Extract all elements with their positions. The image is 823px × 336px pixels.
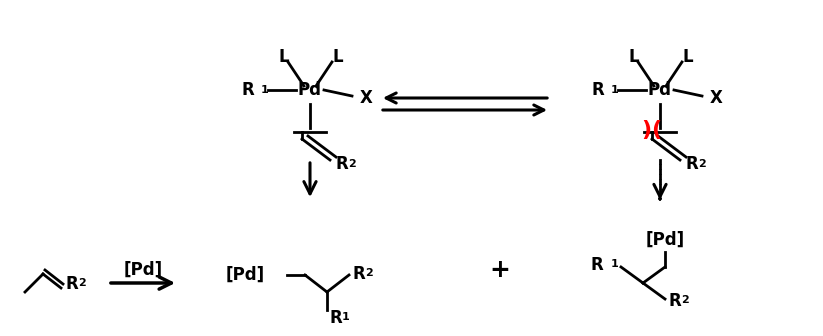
Text: R: R (590, 256, 603, 274)
Text: X: X (360, 89, 373, 107)
Text: L: L (683, 48, 693, 66)
Text: L: L (629, 48, 639, 66)
Text: 2: 2 (365, 268, 373, 278)
Text: Pd: Pd (648, 81, 672, 99)
Text: 2: 2 (78, 278, 86, 288)
Text: 1: 1 (342, 312, 350, 322)
Text: L: L (279, 48, 290, 66)
Text: ): ) (641, 120, 651, 140)
Text: 1: 1 (261, 85, 269, 95)
Text: L: L (332, 48, 343, 66)
Text: R: R (241, 81, 254, 99)
Text: R: R (336, 155, 349, 173)
Text: (: ( (651, 120, 661, 140)
Text: R: R (686, 155, 699, 173)
Text: [Pd]: [Pd] (123, 261, 163, 279)
Text: R: R (591, 81, 604, 99)
Text: +: + (490, 258, 510, 282)
Text: 1: 1 (611, 85, 619, 95)
Text: R: R (66, 275, 79, 293)
Text: R: R (669, 292, 681, 310)
Text: [Pd]: [Pd] (645, 231, 685, 249)
Text: R: R (353, 265, 365, 283)
Text: 1: 1 (611, 259, 619, 269)
Text: X: X (710, 89, 723, 107)
Text: [Pd]: [Pd] (226, 266, 265, 284)
Text: 2: 2 (698, 159, 706, 169)
Text: R: R (330, 309, 342, 327)
Text: 2: 2 (681, 295, 689, 305)
Text: 2: 2 (348, 159, 356, 169)
Text: Pd: Pd (298, 81, 322, 99)
